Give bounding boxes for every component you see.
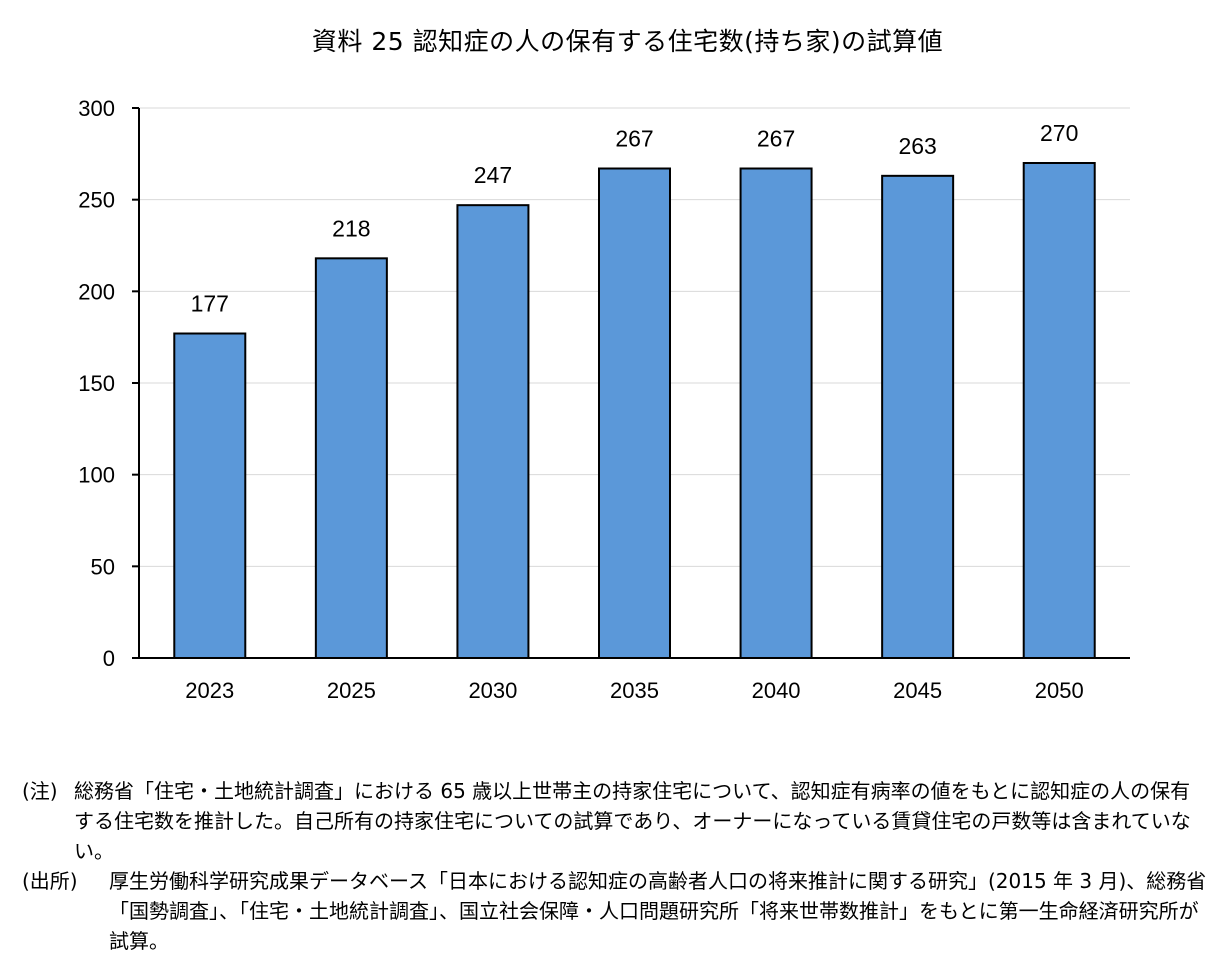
y-tick-label: 150 (78, 371, 115, 396)
axes (132, 107, 1130, 659)
y-tick-label: 250 (78, 188, 115, 213)
x-tick-label: 2025 (327, 678, 376, 703)
source-paragraph: (出所) 厚生労働科学研究成果データベース「日本における認知症の高齢者人口の将来… (22, 866, 1207, 956)
y-tick-label: 100 (78, 463, 115, 488)
data-label: 218 (332, 215, 370, 241)
bar (1022, 162, 1096, 659)
notes-section: (注) 総務省「住宅・土地統計調査」における 65 歳以上世帯主の持家住宅につい… (22, 776, 1207, 956)
note-text: 総務省「住宅・土地統計調査」における 65 歳以上世帯主の持家住宅について、認知… (74, 779, 1191, 863)
y-tick-label: 50 (91, 554, 115, 579)
x-tick-label: 2040 (752, 678, 801, 703)
x-tick-label: 2045 (893, 678, 942, 703)
data-label: 263 (898, 133, 936, 159)
x-tick-label: 2030 (468, 678, 517, 703)
data-label: 247 (474, 162, 512, 188)
note-prefix: (注) (22, 779, 58, 803)
y-tick-label: 0 (103, 646, 115, 671)
y-tick-label: 300 (78, 96, 115, 121)
x-tick-label: 2023 (185, 678, 234, 703)
x-tick-label: 2050 (1035, 678, 1084, 703)
y-tick-label: 200 (78, 279, 115, 304)
bar (881, 174, 955, 659)
source-text: 厚生労働科学研究成果データベース「日本における認知症の高齢者人口の将来推計に関す… (109, 869, 1207, 953)
x-tick-label: 2035 (610, 678, 659, 703)
note-paragraph: (注) 総務省「住宅・土地統計調査」における 65 歳以上世帯主の持家住宅につい… (22, 776, 1207, 866)
bar (598, 167, 671, 659)
data-label: 270 (1040, 120, 1078, 146)
bar-chart: 0 50 100 150 200 250 300 177 2023 218 2025 247 2030 2… (78, 96, 1130, 703)
bar (739, 167, 813, 659)
data-label: 177 (191, 291, 229, 317)
data-label: 267 (757, 126, 795, 152)
chart-title: 資料 25 認知症の人の保有する住宅数(持ち家)の試算値 (311, 27, 944, 56)
bar (173, 332, 247, 659)
data-label: 267 (615, 126, 653, 152)
labels: 0 50 100 150 200 250 300 177 2023 218 2025 247 2030 2… (78, 96, 1083, 703)
bars (173, 162, 1096, 660)
source-prefix: (出所) (22, 869, 78, 893)
bar (314, 257, 388, 659)
bar (456, 204, 530, 660)
